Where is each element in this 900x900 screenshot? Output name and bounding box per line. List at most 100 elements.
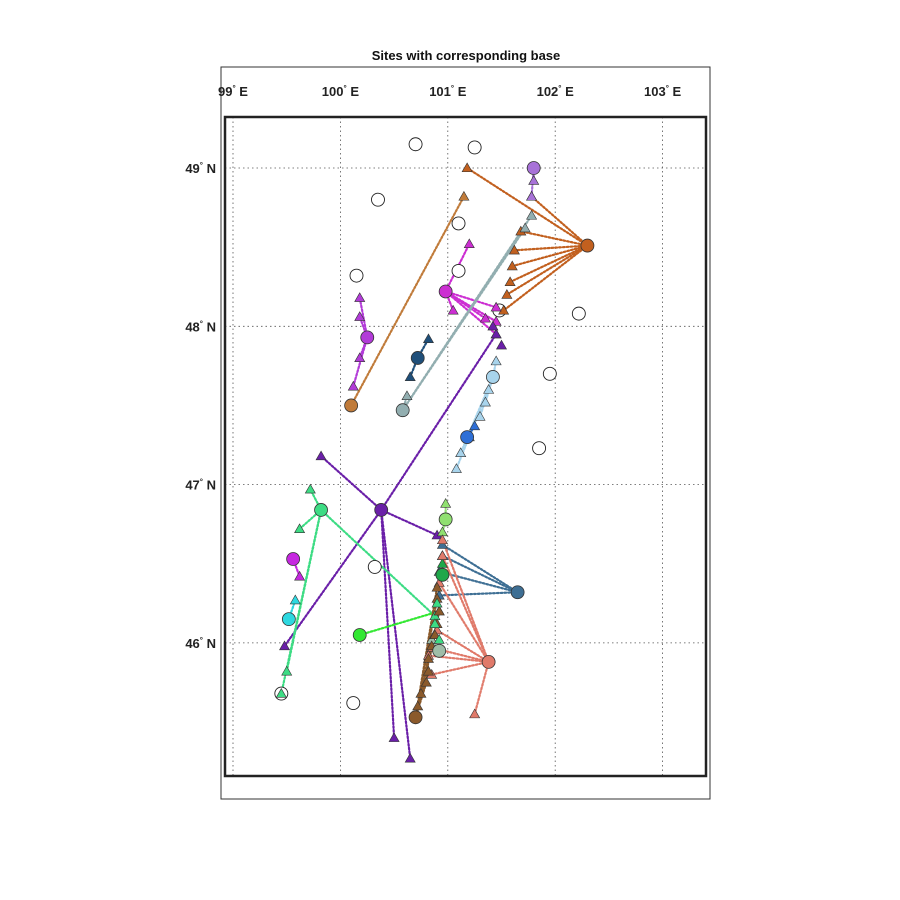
site-base-link — [350, 195, 466, 407]
base-marker — [481, 654, 496, 669]
site-base-link — [513, 244, 589, 252]
site-marker — [469, 420, 481, 431]
unassigned-site-marker — [408, 137, 423, 152]
site-marker — [429, 618, 441, 628]
site-marker — [487, 320, 499, 331]
site-marker — [436, 539, 448, 549]
site-base-link — [438, 570, 519, 594]
site-marker — [506, 260, 518, 271]
site-base-link — [380, 508, 439, 537]
site-marker — [433, 634, 445, 644]
site-base-link — [380, 508, 396, 739]
base-marker — [438, 512, 453, 527]
site-base-link — [502, 244, 589, 312]
site-base-link — [444, 290, 498, 309]
site-marker — [275, 687, 287, 698]
site-marker — [429, 629, 441, 640]
site-base-link — [444, 290, 487, 320]
site-marker — [422, 333, 434, 344]
base-marker — [344, 398, 359, 413]
base-marker — [281, 612, 296, 627]
site-base-link — [441, 554, 519, 594]
site-marker — [354, 311, 366, 321]
site-base-link — [508, 244, 589, 284]
site-marker — [436, 550, 448, 560]
base-marker — [360, 330, 375, 345]
site-base-link — [511, 244, 589, 268]
site-marker — [519, 222, 531, 233]
unassigned-site-marker — [371, 192, 385, 207]
site-base-link — [380, 333, 498, 512]
site-marker — [495, 339, 508, 350]
unassigned-site-marker — [467, 140, 482, 155]
base-marker — [286, 552, 301, 566]
site-marker — [461, 162, 473, 173]
site-base-link — [438, 581, 490, 663]
site-marker — [294, 523, 306, 533]
y-tick-label: 48° N — [185, 319, 216, 334]
site-marker — [479, 312, 491, 323]
gridlines — [225, 117, 706, 776]
site-marker — [447, 304, 459, 315]
base-marker — [314, 503, 328, 517]
site-marker — [388, 732, 400, 742]
site-marker — [354, 292, 366, 302]
site-marker — [415, 687, 427, 698]
site-marker — [490, 355, 502, 366]
base-marker — [410, 351, 425, 365]
site-marker — [431, 581, 443, 592]
unassigned-site-marker — [349, 268, 364, 283]
site-base-link — [519, 230, 589, 247]
site-marker — [528, 175, 540, 185]
x-tick-label: 103° E — [644, 84, 682, 99]
site-marker — [526, 190, 538, 201]
base-marker — [352, 628, 367, 642]
unassigned-site-marker — [532, 441, 547, 456]
site-marker — [474, 410, 486, 421]
site-marker — [404, 371, 416, 382]
base-marker — [432, 643, 447, 658]
site-marker — [450, 463, 462, 473]
unassigned-site-marker — [451, 216, 466, 231]
site-base-link — [358, 610, 441, 637]
y-tick-label: 47° N — [185, 478, 216, 493]
site-base-link — [283, 508, 383, 648]
site-marker — [422, 665, 434, 676]
site-base-link — [441, 543, 519, 594]
site-base-link — [441, 554, 490, 663]
site-marker — [294, 570, 306, 581]
base-marker — [438, 284, 453, 299]
site-marker — [354, 352, 366, 363]
site-marker — [347, 380, 359, 391]
unassigned-site-marker — [542, 366, 557, 381]
site-marker — [469, 708, 481, 719]
base-marker — [486, 370, 500, 384]
site-base-link — [441, 538, 490, 663]
site-base-link — [466, 166, 589, 247]
base-marker — [510, 585, 525, 600]
site-marker — [490, 328, 502, 339]
x-tick-label: 102° E — [537, 84, 575, 99]
base-marker — [526, 161, 541, 175]
unassigned-site-marker — [451, 263, 466, 278]
x-tick-label: 99° E — [218, 84, 248, 99]
site-marker — [431, 597, 443, 608]
site-marker — [279, 640, 291, 651]
site-marker — [479, 396, 491, 407]
site-marker — [483, 384, 495, 394]
site-base-link — [280, 508, 323, 695]
site-marker — [304, 483, 316, 494]
x-tick-labels: 99° E 100° E 101° E 102° E 103° E — [218, 84, 682, 99]
y-tick-label: 49° N — [185, 161, 216, 176]
site-marker — [504, 276, 516, 287]
site-marker — [433, 605, 445, 616]
site-marker — [289, 594, 301, 605]
site-marker — [455, 447, 467, 457]
site-marker — [498, 304, 510, 315]
site-marker — [422, 653, 434, 663]
chart-title: Sites with corresponding base — [372, 48, 561, 63]
site-marker — [436, 534, 448, 545]
site-marker — [401, 390, 413, 401]
site-base-link — [473, 660, 490, 716]
base-marker — [580, 238, 595, 253]
